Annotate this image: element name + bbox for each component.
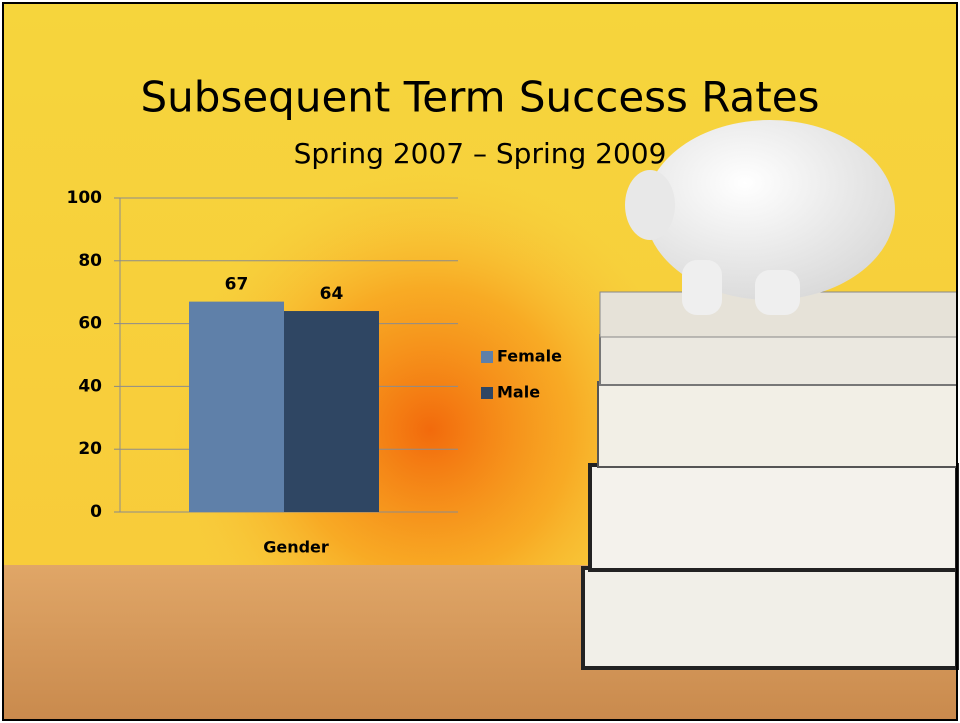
x-tick-label: Gender [263,538,329,557]
bar [284,311,379,512]
y-tick-label: 100 [67,188,103,208]
y-tick-label: 40 [78,376,102,396]
legend-swatch [481,387,493,399]
chart-subtitle: Spring 2007 – Spring 2009 [294,137,667,170]
legend-swatch [481,351,493,363]
legend-label: Male [497,383,540,402]
legend-label: Female [497,347,562,366]
y-tick-label: 0 [90,502,102,522]
value-label: 67 [225,275,249,295]
page: Subsequent Term Success Rates Spring 200… [0,0,960,723]
value-label: 64 [320,284,344,304]
books [583,292,957,668]
chart-title: Subsequent Term Success Rates [141,73,820,122]
y-tick-label: 20 [78,439,102,459]
bar [189,302,284,512]
slide: Subsequent Term Success Rates Spring 200… [0,0,960,723]
y-tick-label: 80 [78,251,102,271]
y-tick-label: 60 [78,314,102,334]
